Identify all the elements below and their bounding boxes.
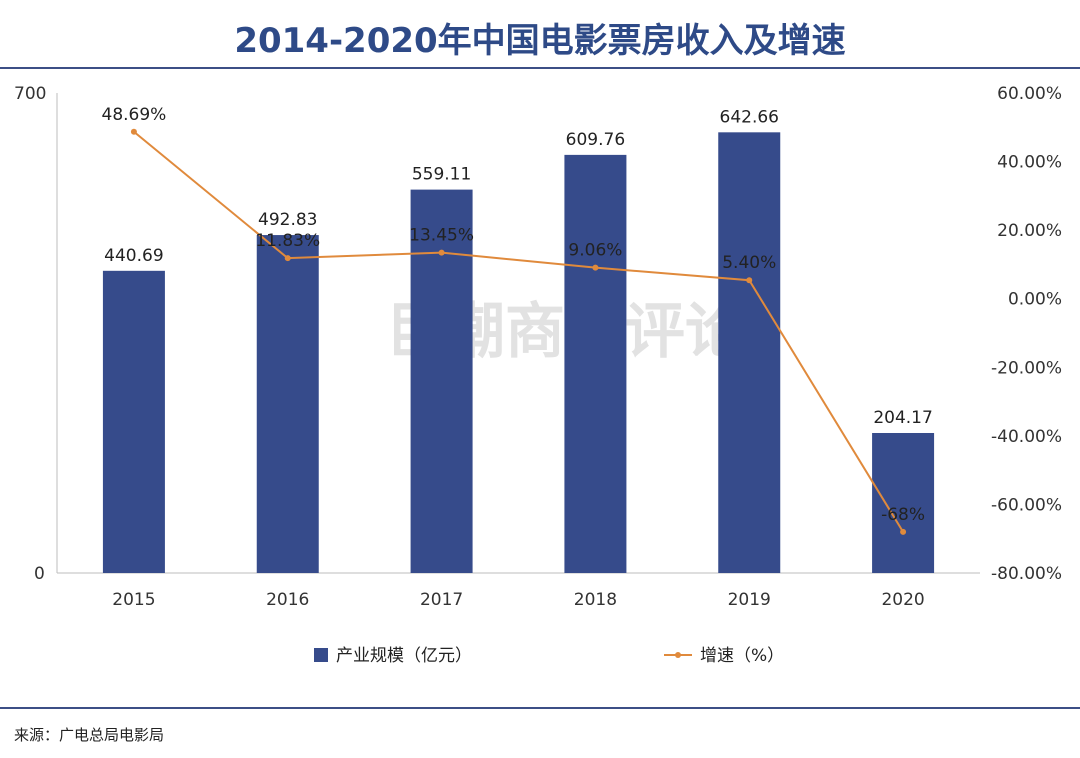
y-right-tick-label: 0.00% (1008, 290, 1062, 310)
y-left-tick-label: 700 (14, 84, 46, 104)
x-tick-label: 2019 (728, 590, 771, 610)
growth-point (284, 255, 291, 262)
plot-area: 700 0 60.00% 40.00% 20.00% 0.00% -20.00% -40.00… (14, 84, 1062, 610)
bar (564, 154, 627, 574)
x-tick-label: 2015 (112, 590, 155, 610)
bar (102, 270, 165, 573)
y-right-tick-label: -60.00% (991, 495, 1062, 515)
y-right-tick-label: -20.00% (991, 358, 1062, 378)
y-right-tick-label: -80.00% (991, 564, 1062, 584)
growth-line (133, 131, 904, 533)
legend: 产业规模（亿元） 增速（%） (314, 646, 784, 666)
growth-point (592, 264, 599, 271)
y-right-tick-label: 60.00% (997, 84, 1062, 104)
bar (718, 132, 781, 574)
legend-swatch-bar (314, 648, 328, 662)
source-note: 来源：广电总局电影局 (14, 726, 164, 744)
x-tick-label: 2020 (881, 590, 924, 610)
chart-title: 2014-2020年中国电影票房收入及增速 (234, 21, 845, 61)
growth-point (130, 128, 137, 135)
growth-point (746, 277, 753, 284)
growth-data-label: 13.45% (409, 226, 474, 246)
legend-label-line: 增速（%） (700, 646, 784, 666)
x-tick-label: 2018 (574, 590, 617, 610)
bar-data-label: 642.66 (720, 107, 779, 127)
growth-data-label: -68% (881, 505, 925, 525)
y-right-tick-label: 20.00% (997, 221, 1062, 241)
growth-data-label: 9.06% (568, 241, 622, 261)
legend-label-bar: 产业规模（亿元） (336, 646, 472, 666)
x-tick-label: 2016 (266, 590, 309, 610)
bar (256, 235, 319, 573)
y-right-tick-label: 40.00% (997, 153, 1062, 173)
growth-data-label: 5.40% (722, 253, 776, 273)
bar-data-label: 204.17 (873, 408, 932, 428)
bar-data-label: 559.11 (412, 165, 471, 185)
y-right-tick-label: -40.00% (991, 427, 1062, 447)
bar-data-label: 440.69 (104, 246, 163, 266)
growth-data-label: 48.69% (102, 105, 167, 125)
legend-swatch-marker (675, 652, 681, 658)
growth-data-label: 11.83% (255, 231, 320, 251)
bar-data-label: 609.76 (566, 130, 625, 150)
growth-point (438, 249, 445, 256)
x-tick-label: 2017 (420, 590, 463, 610)
bar (872, 432, 935, 573)
bar (410, 189, 473, 573)
bar-data-label: 492.83 (258, 210, 317, 230)
growth-point (900, 528, 907, 535)
y-left-tick-label: 0 (34, 564, 45, 584)
